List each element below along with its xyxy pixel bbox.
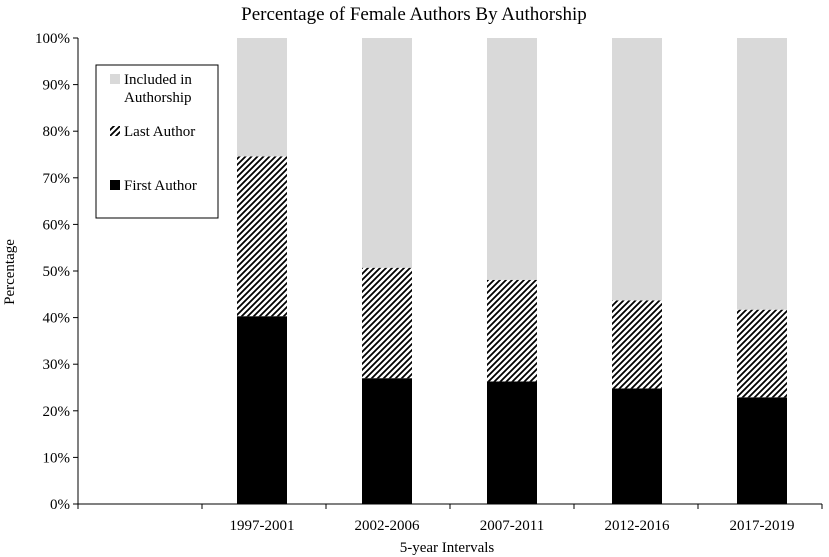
legend-box bbox=[95, 64, 219, 219]
legend-label: Included in Authorship bbox=[124, 72, 192, 106]
bar-segment: 2012-2016 — Included in Authorship bbox=[612, 38, 662, 301]
chart-title: Percentage of Female Authors By Authorsh… bbox=[241, 4, 587, 25]
x-tick-label: 2017-2019 bbox=[730, 518, 795, 534]
bars: 1997-2001 — First Author1997-2001 — Last… bbox=[237, 38, 787, 504]
bar-segment: 2017-2019 — Included in Authorship bbox=[737, 38, 787, 310]
legend-swatch bbox=[110, 74, 120, 84]
legend-label: Last Author bbox=[124, 124, 195, 140]
bar-segment: 1997-2001 — Included in Authorship bbox=[237, 38, 287, 157]
x-tick-label: 2007-2011 bbox=[480, 518, 544, 534]
bar-segment: 2017-2019 — Last Author bbox=[737, 309, 787, 398]
bar-segment: 2007-2011 — First Author bbox=[487, 381, 537, 504]
x-tick-label: 2012-2016 bbox=[605, 518, 670, 534]
bar-segment: 2002-2006 — First Author bbox=[362, 378, 412, 504]
x-axis: 1997-2001 2002-2006 2007-2011 2012-2016 2017… bbox=[77, 503, 823, 534]
y-axis: 0% 10% 20% 30% 40% 50% 60% 70% 80% 90% 100% bbox=[35, 31, 79, 513]
legend-label: First Author bbox=[124, 178, 197, 194]
bar-segment: 1997-2001 — Last Author bbox=[237, 156, 287, 317]
bar-segment: 1997-2001 — First Author bbox=[237, 316, 287, 504]
y-tick-label: 20% bbox=[43, 404, 71, 420]
legend-swatch bbox=[110, 126, 120, 136]
legend-swatch bbox=[110, 180, 120, 190]
y-tick-label: 10% bbox=[43, 450, 71, 466]
y-tick-label: 50% bbox=[43, 264, 71, 280]
bar-segment: 2012-2016 — Last Author bbox=[612, 300, 662, 389]
bar-segment: 2007-2011 — Last Author bbox=[487, 279, 537, 382]
y-tick-label: 0% bbox=[50, 497, 70, 513]
y-tick-label: 80% bbox=[43, 124, 71, 140]
bar-segment: 2012-2016 — First Author bbox=[612, 388, 662, 504]
x-tick-label: 1997-2001 bbox=[230, 518, 295, 534]
y-tick-label: 70% bbox=[43, 171, 71, 187]
y-tick-label: 100% bbox=[35, 31, 70, 47]
y-tick-label: 40% bbox=[43, 311, 71, 327]
legend: Included in Authorship Last Author First Au… bbox=[95, 64, 219, 219]
bar-segment: 2007-2011 — Included in Authorship bbox=[487, 38, 537, 280]
x-axis-title: 5-year Intervals bbox=[400, 540, 495, 556]
y-tick-label: 90% bbox=[43, 78, 71, 94]
bar-segment: 2002-2006 — Included in Authorship bbox=[362, 38, 412, 268]
bar-segment: 2002-2006 — Last Author bbox=[362, 267, 412, 379]
y-tick-label: 30% bbox=[43, 357, 71, 373]
bar-segment: 2017-2019 — First Author bbox=[737, 397, 787, 504]
y-tick-label: 60% bbox=[43, 217, 71, 233]
y-axis-title: Percentage bbox=[2, 239, 18, 305]
x-tick-label: 2002-2006 bbox=[355, 518, 420, 534]
